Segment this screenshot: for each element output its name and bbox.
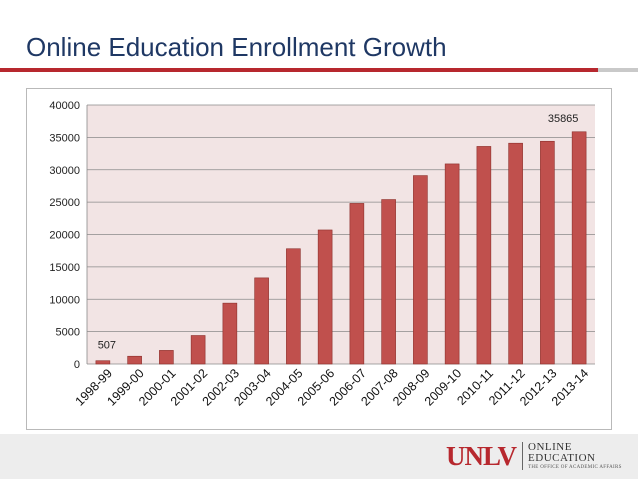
logo-mark: UNLV xyxy=(446,440,517,471)
y-tick-label: 0 xyxy=(74,359,80,371)
footer-band xyxy=(0,434,638,479)
bar-2005-06 xyxy=(317,229,333,365)
bar-2003-04 xyxy=(254,277,269,365)
chart-frame: 0 5000 10000 15000 20000 25000 30000 35000 40000… xyxy=(26,88,612,430)
logo-divider xyxy=(522,442,524,470)
enrollment-bar-chart: 0 5000 10000 15000 20000 25000 30000 35000 40000… xyxy=(49,100,595,409)
y-tick-label: 25000 xyxy=(49,197,80,209)
bar-2006-07 xyxy=(349,203,365,365)
title-rule xyxy=(0,68,598,72)
logo-text: ONLINE EDUCATION THE OFFICE OF ACADEMIC … xyxy=(528,441,622,471)
bar-2009-10 xyxy=(444,163,460,365)
y-tick-label: 20000 xyxy=(49,230,80,242)
y-tick-label: 40000 xyxy=(49,100,80,112)
bar-2008-09 xyxy=(413,175,428,365)
title-rule-end xyxy=(598,68,638,72)
bar-1998-99 xyxy=(95,360,111,365)
bar-2010-11 xyxy=(476,146,492,365)
bar-2004-05 xyxy=(286,248,301,365)
bar-2002-03 xyxy=(222,302,238,365)
bar-1999-00 xyxy=(127,355,142,365)
data-label: 35865 xyxy=(548,113,579,125)
bar-2000-01 xyxy=(159,350,174,365)
logo-line-online: ONLINE xyxy=(528,441,572,453)
y-tick-label: 15000 xyxy=(49,262,80,274)
slide-title: Online Education Enrollment Growth xyxy=(26,32,447,62)
bar-2007-08 xyxy=(381,199,396,365)
bar-2013-14 xyxy=(571,131,587,365)
bar-2011-12 xyxy=(508,142,523,365)
y-tick-label: 30000 xyxy=(49,165,80,177)
logo-line-office: THE OFFICE OF ACADEMIC AFFAIRS xyxy=(528,465,622,470)
y-tick-label: 5000 xyxy=(56,327,80,339)
y-tick-label: 10000 xyxy=(49,294,80,306)
y-tick-label: 35000 xyxy=(49,132,80,144)
bar-2001-02 xyxy=(190,335,206,365)
bar-2012-13 xyxy=(540,140,555,365)
logo-line-education: EDUCATION xyxy=(528,452,596,464)
data-label: 507 xyxy=(98,340,116,352)
unlv-online-education-logo: UNLV ONLINE EDUCATION THE OFFICE OF ACAD… xyxy=(446,440,622,472)
